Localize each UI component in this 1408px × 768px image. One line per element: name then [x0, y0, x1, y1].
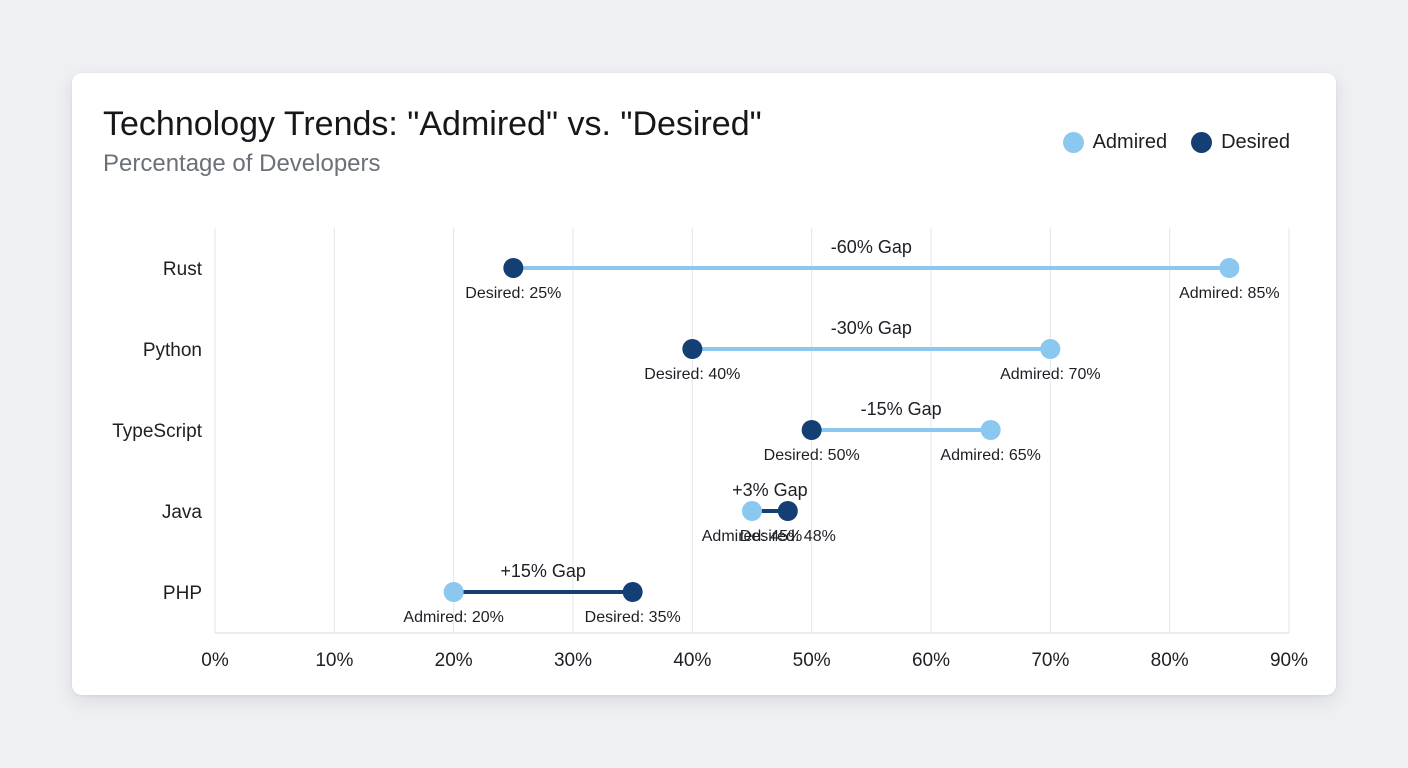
desired-value-label: Desired: 50% [764, 447, 860, 464]
legend-item-admired: Admired [1062, 131, 1168, 154]
legend-label-admired: Admired [1092, 131, 1168, 153]
desired-point [503, 258, 524, 278]
gap-label: -60% Gap [831, 237, 912, 257]
admired-point [980, 420, 1001, 440]
admired-point [443, 582, 464, 602]
dumbbell-chart: 0% 10% 20% 30% 40% 50% 60% 70% 80% 90% Rust -60% Ga… [112, 228, 1308, 671]
x-tick-label: 80% [1151, 650, 1189, 671]
gap-label: +3% Gap [732, 480, 808, 500]
chart-card: Technology Trends: "Admired" vs. "Desire… [72, 73, 1336, 695]
legend-swatch-admired [1062, 132, 1084, 153]
x-tick-label: 50% [793, 650, 831, 671]
desired-point [801, 420, 822, 440]
desired-value-label: Desired: 48% [740, 528, 836, 545]
x-tick-label: 60% [912, 650, 950, 671]
admired-point [1219, 258, 1240, 278]
desired-point [682, 339, 703, 359]
admired-value-label: Admired: 65% [940, 447, 1041, 464]
legend-label-desired: Desired [1221, 131, 1290, 153]
desired-value-label: Desired: 35% [585, 609, 681, 626]
admired-value-label: Admired: 45% [702, 528, 803, 545]
x-tick-label: 10% [315, 650, 353, 671]
category-label: Java [162, 502, 203, 523]
desired-point [777, 501, 798, 521]
admired-value-label: Admired: 70% [1000, 366, 1101, 383]
legend-item-desired: Desired [1191, 131, 1290, 154]
x-tick-label: 90% [1270, 650, 1308, 671]
desired-value-label: Desired: 25% [465, 285, 561, 302]
gap-label: -30% Gap [831, 318, 912, 338]
legend-swatch-desired [1191, 132, 1213, 153]
admired-value-label: Admired: 85% [1179, 285, 1280, 302]
x-tick-label: 0% [201, 650, 229, 671]
x-tick-label: 40% [673, 650, 711, 671]
category-label: TypeScript [112, 421, 202, 442]
legend: Admired Desired [1062, 131, 1290, 154]
category-label: Python [143, 340, 202, 361]
x-tick-label: 70% [1031, 650, 1069, 671]
chart-subtitle: Percentage of Developers [103, 150, 381, 177]
desired-value-label: Desired: 40% [644, 366, 740, 383]
chart-title: Technology Trends: "Admired" vs. "Desire… [103, 105, 762, 143]
category-label: Rust [163, 259, 203, 280]
gap-label: +15% Gap [500, 561, 586, 581]
admired-value-label: Admired: 20% [403, 609, 504, 626]
desired-point [622, 582, 643, 602]
x-tick-label: 20% [435, 650, 473, 671]
gap-label: -15% Gap [861, 399, 942, 419]
category-label: PHP [163, 583, 202, 604]
admired-point [1040, 339, 1061, 359]
x-tick-label: 30% [554, 650, 592, 671]
admired-point [742, 501, 762, 521]
